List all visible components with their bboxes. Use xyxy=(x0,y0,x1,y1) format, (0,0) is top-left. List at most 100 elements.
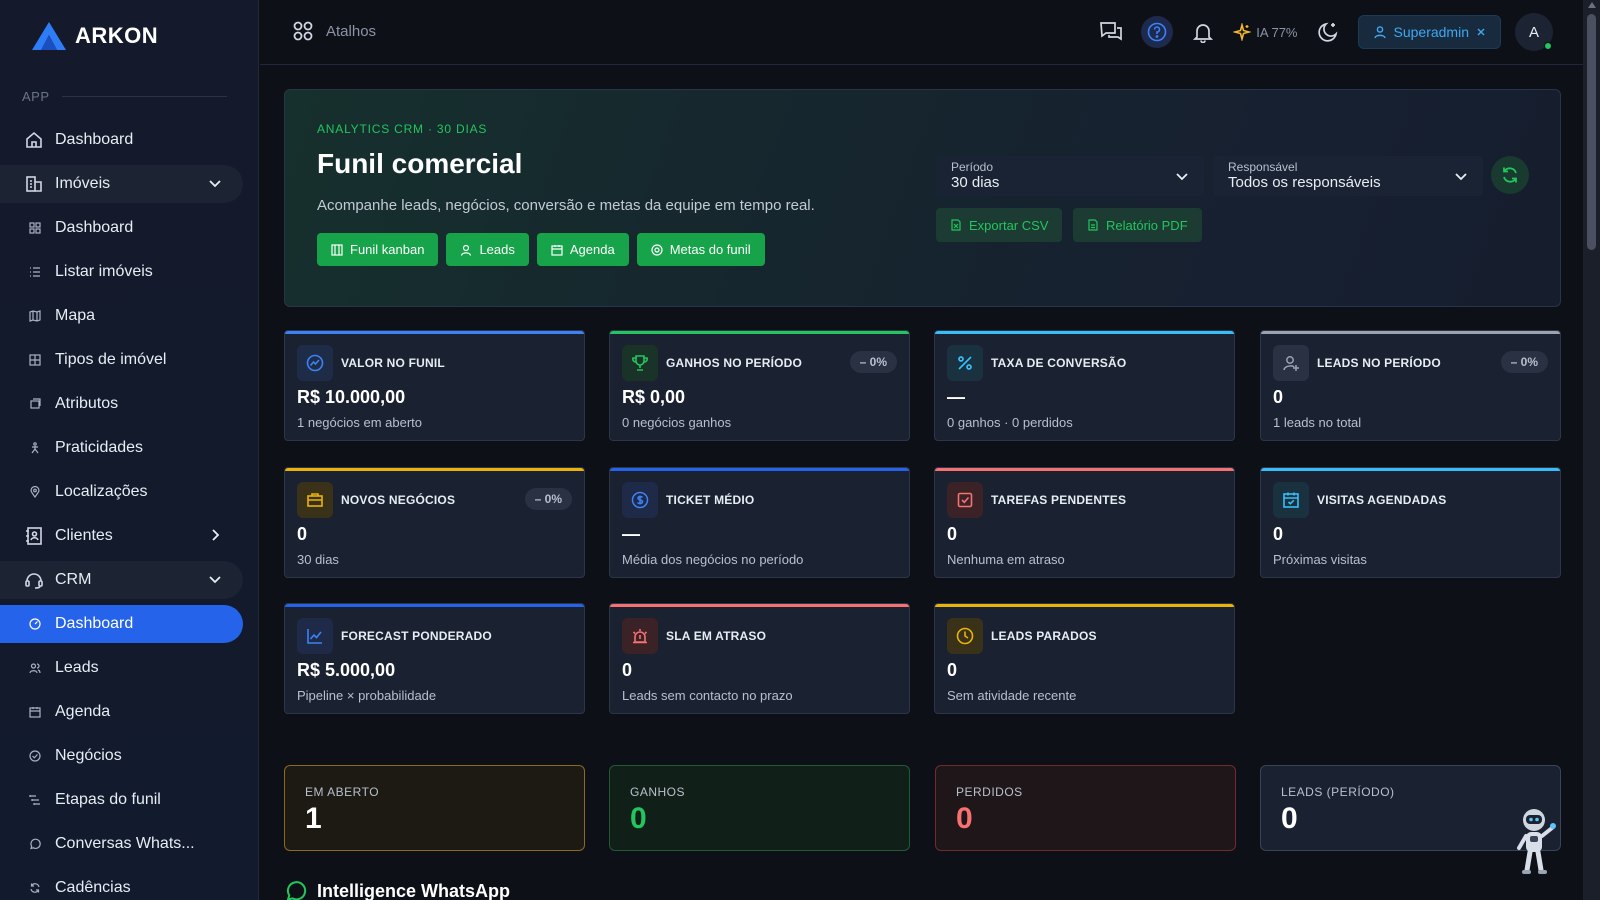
sidebar-item-label: Praticidades xyxy=(55,439,144,456)
kpi-title: FORECAST PONDERADO xyxy=(341,629,492,643)
help-button[interactable] xyxy=(1141,16,1174,48)
export-csv-button[interactable]: Exportar CSV xyxy=(936,208,1063,242)
kpi-subtitle: Média dos negócios no período xyxy=(622,552,804,567)
kpi-card[interactable]: GANHOS NO PERÍODO – 0% R$ 0,00 0 negócios g… xyxy=(609,330,910,441)
ia-usage[interactable]: IA 77% xyxy=(1233,23,1298,41)
bell-icon xyxy=(1193,24,1214,43)
kpi-card[interactable]: LEADS NO PERÍODO – 0% 0 1 leads no total xyxy=(1260,330,1561,441)
sidebar-item-leads[interactable]: Leads xyxy=(0,649,243,687)
messages-button[interactable] xyxy=(1095,16,1127,48)
period-select[interactable]: Período 30 dias xyxy=(936,156,1204,196)
sidebar-item-localizacoes[interactable]: Localizações xyxy=(0,473,243,511)
summary-value: 0 xyxy=(1281,802,1298,835)
kpi-card[interactable]: NOVOS NEGÓCIOS – 0% 0 30 dias xyxy=(284,467,585,578)
leads-button[interactable]: Leads xyxy=(446,233,529,266)
whatsapp-icon xyxy=(28,837,42,851)
superadmin-badge[interactable]: Superadmin xyxy=(1357,15,1501,49)
button-label: Leads xyxy=(479,242,515,257)
agenda-button[interactable]: Agenda xyxy=(536,233,629,266)
sidebar-item-etapas-funil[interactable]: Etapas do funil xyxy=(0,781,243,819)
sidebar-item-imoveis[interactable]: Imóveis xyxy=(0,165,243,203)
sidebar-item-label: CRM xyxy=(55,571,92,588)
kpi-value: — xyxy=(622,524,640,544)
sidebar-item-conversas-whatsapp[interactable]: Conversas Whats... xyxy=(0,825,243,863)
kpi-accent-bar xyxy=(285,468,584,471)
metas-funil-button[interactable]: Metas do funil xyxy=(636,233,765,266)
chevron-down-icon xyxy=(1455,173,1467,181)
sidebar-item-crm[interactable]: CRM xyxy=(0,561,243,599)
sidebar-item-negocios[interactable]: Negócios xyxy=(0,737,243,775)
kpi-card[interactable]: VISITAS AGENDADAS 0 Próximas visitas xyxy=(1260,467,1561,578)
sidebar-item-crm-dashboard[interactable]: Dashboard xyxy=(0,605,243,643)
sidebar-item-cadencias[interactable]: Cadências xyxy=(0,869,243,900)
kpi-subtitle: 30 dias xyxy=(297,552,339,567)
robot-assistant-icon[interactable] xyxy=(1512,806,1560,878)
briefcase-icon xyxy=(297,482,333,518)
kpi-card[interactable]: TAXA DE CONVERSÃO — 0 ganhos · 0 perdidos xyxy=(934,330,1235,441)
summary-card-open: EM ABERTO 1 xyxy=(284,765,585,851)
sidebar-item-atributos[interactable]: Atributos xyxy=(0,385,243,423)
kpi-title: TICKET MÉDIO xyxy=(666,493,755,507)
sidebar-item-listar-imoveis[interactable]: Listar imóveis xyxy=(0,253,243,291)
avatar[interactable]: A xyxy=(1515,13,1553,51)
button-label: Funil kanban xyxy=(350,242,425,257)
sidebar-item-tipos-imovel[interactable]: Tipos de imóvel xyxy=(0,341,243,379)
sidebar-item-label: Mapa xyxy=(55,307,96,324)
avatar-initial: A xyxy=(1528,23,1539,41)
owner-select-label: Responsável xyxy=(1228,160,1298,174)
kpi-card[interactable]: TICKET MÉDIO — Média dos negócios no perío… xyxy=(609,467,910,578)
user-icon xyxy=(461,244,472,256)
sidebar-item-praticidades[interactable]: Praticidades xyxy=(0,429,243,467)
sidebar-item-label: Leads xyxy=(55,659,99,676)
kpi-value: 0 xyxy=(947,660,958,680)
close-icon[interactable] xyxy=(1476,27,1486,37)
sidebar-item-mapa[interactable]: Mapa xyxy=(0,297,243,335)
kpi-card[interactable]: VALOR NO FUNIL R$ 10.000,00 1 negócios em … xyxy=(284,330,585,441)
sidebar-item-label: Dashboard xyxy=(55,219,134,236)
notifications-button[interactable] xyxy=(1187,16,1219,48)
grid-icon xyxy=(28,353,42,367)
gauge-icon xyxy=(28,617,42,631)
export-csv-label: Exportar CSV xyxy=(969,217,1049,233)
funil-kanban-button[interactable]: Funil kanban xyxy=(317,233,439,266)
refresh-icon xyxy=(1503,167,1517,183)
kpi-card[interactable]: FORECAST PONDERADO R$ 5.000,00 Pipeline × … xyxy=(284,603,585,714)
kpi-value: 0 xyxy=(1273,387,1284,407)
summary-card-leads: LEADS (PERÍODO) 0 xyxy=(1260,765,1561,851)
summary-label: LEADS (PERÍODO) xyxy=(1281,785,1395,799)
theme-toggle-button[interactable] xyxy=(1312,16,1344,48)
deal-icon xyxy=(28,749,42,763)
section-heading-text: Intelligence WhatsApp xyxy=(317,880,511,900)
sidebar-item-label: Listar imóveis xyxy=(55,263,153,280)
kpi-card[interactable]: TAREFAS PENDENTES 0 Nenhuma em atraso xyxy=(934,467,1235,578)
app-logo[interactable]: ARKON xyxy=(29,20,158,52)
summary-value: 0 xyxy=(956,802,973,835)
sidebar-item-imoveis-dashboard[interactable]: Dashboard xyxy=(0,209,243,247)
kpi-subtitle: Pipeline × probabilidade xyxy=(297,688,437,703)
scrollbar[interactable] xyxy=(1583,0,1600,900)
kpi-accent-bar xyxy=(610,468,909,471)
sidebar-item-label: Tipos de imóvel xyxy=(55,351,167,368)
report-pdf-button[interactable]: Relatório PDF xyxy=(1073,208,1202,242)
kpi-subtitle: Próximas visitas xyxy=(1273,552,1367,567)
shortcuts-button[interactable]: Atalhos xyxy=(292,20,376,42)
chevron-down-icon xyxy=(1176,173,1188,181)
sidebar-item-dashboard[interactable]: Dashboard xyxy=(0,121,243,159)
sidebar-item-agenda[interactable]: Agenda xyxy=(0,693,243,731)
kpi-card[interactable]: LEADS PARADOS 0 Sem atividade recente xyxy=(934,603,1235,714)
kpi-title: VISITAS AGENDADAS xyxy=(1317,493,1447,507)
kpi-change-badge: – 0% xyxy=(524,488,572,510)
hero-description: Acompanhe leads, negócios, conversão e m… xyxy=(317,197,815,214)
kpi-accent-bar xyxy=(285,331,584,334)
grid-icon xyxy=(28,221,42,235)
scroll-up-arrow[interactable] xyxy=(1587,2,1596,8)
sidebar-item-label: Etapas do funil xyxy=(55,791,161,808)
kpi-card[interactable]: SLA EM ATRASO 0 Leads sem contacto no praz… xyxy=(609,603,910,714)
owner-select[interactable]: Responsável Todos os responsáveis xyxy=(1213,156,1483,196)
period-select-label: Período xyxy=(951,160,994,174)
refresh-button[interactable] xyxy=(1491,156,1529,194)
scroll-thumb[interactable] xyxy=(1587,14,1596,250)
topbar: Atalhos IA 77% Superadmin A xyxy=(260,0,1583,65)
sidebar-item-clientes[interactable]: Clientes xyxy=(0,517,243,555)
section-label-text: APP xyxy=(22,89,50,104)
